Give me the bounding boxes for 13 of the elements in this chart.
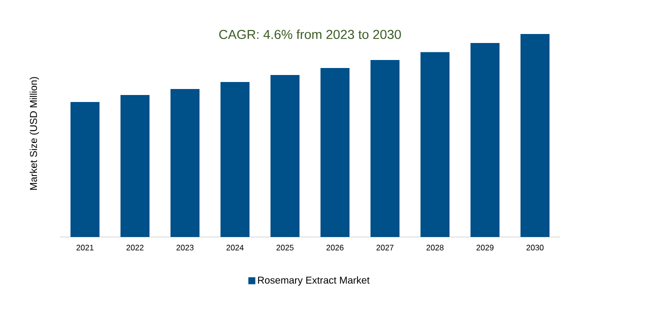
bar (370, 60, 400, 237)
legend-label: Rosemary Extract Market (258, 276, 370, 286)
bar (420, 52, 450, 237)
bar (70, 102, 100, 237)
bar (270, 75, 300, 237)
bar (520, 34, 550, 237)
bar (170, 89, 200, 237)
bar (470, 42, 500, 237)
chart-title: CAGR: 4.6% from 2023 to 2030 (219, 30, 401, 40)
bar (320, 68, 350, 237)
bar (120, 94, 150, 237)
y-axis-title: Market Size (USD Million) (30, 77, 39, 190)
bar (220, 82, 250, 237)
